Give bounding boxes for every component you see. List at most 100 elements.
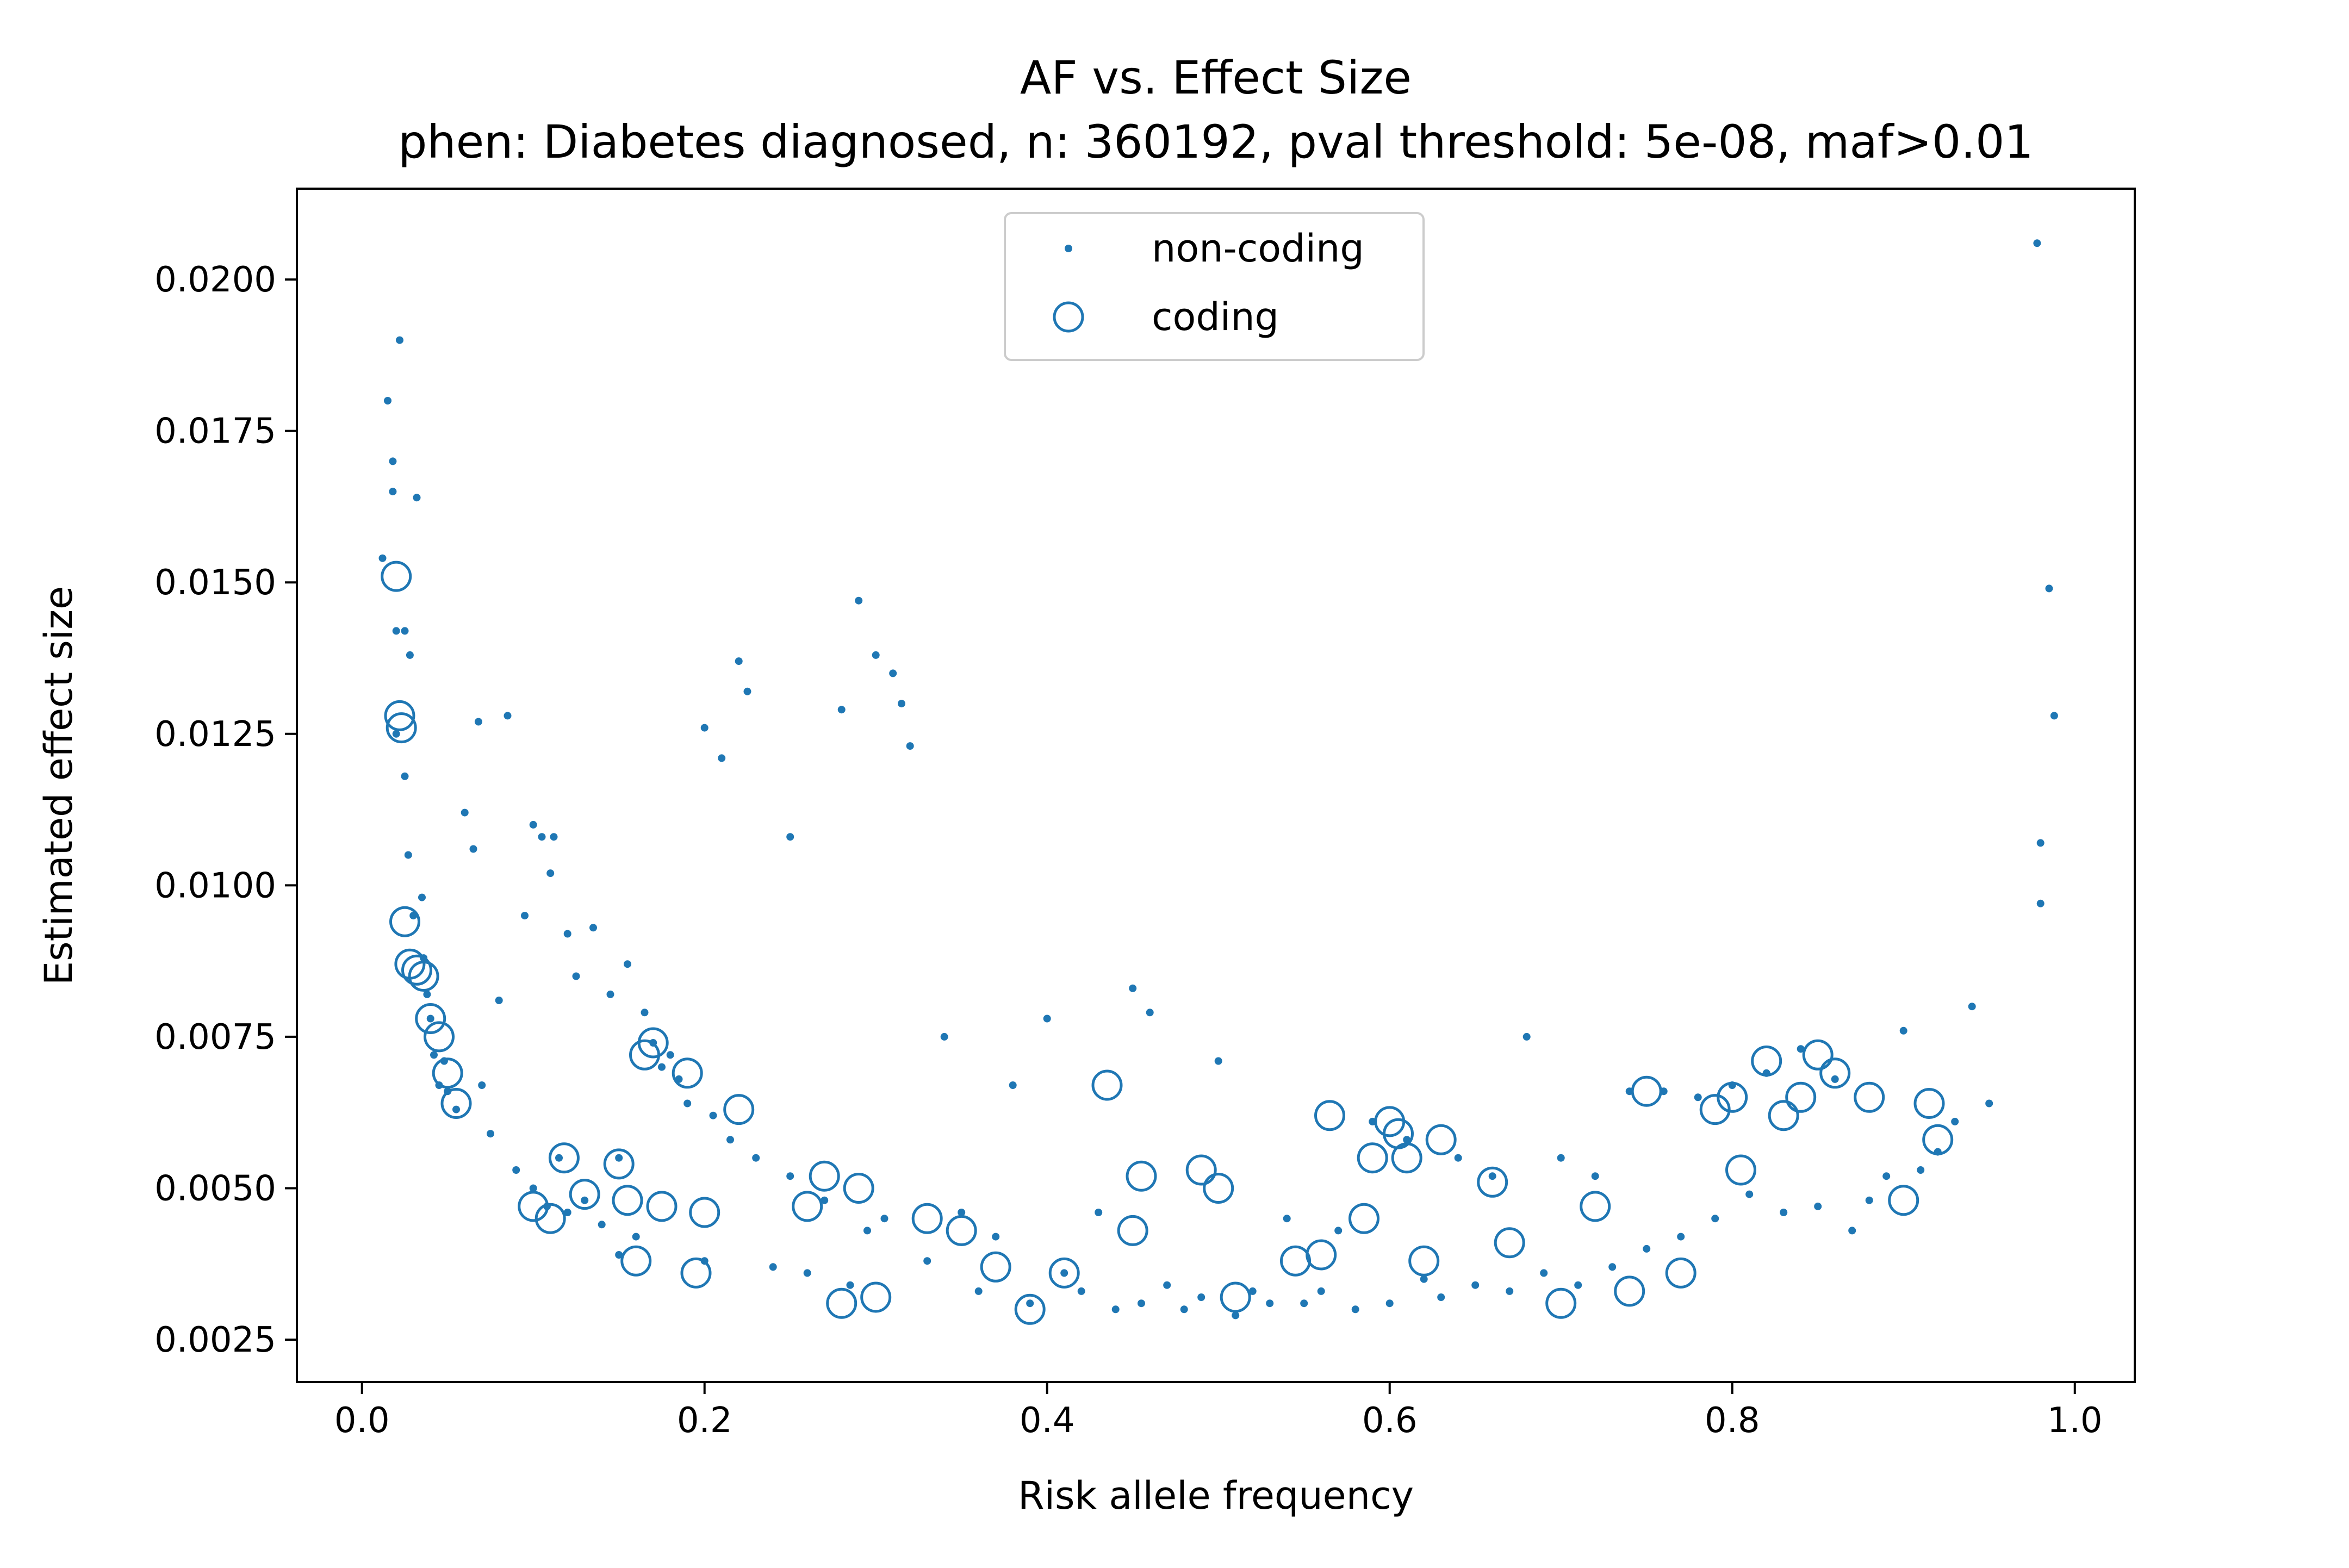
non-coding-point	[401, 772, 409, 780]
non-coding-point	[2036, 839, 2044, 847]
non-coding-point	[550, 833, 558, 841]
non-coding-point	[735, 657, 743, 665]
coding-point	[689, 1197, 720, 1228]
non-coding-point	[1471, 1281, 1480, 1289]
coding-point	[1048, 1257, 1080, 1289]
non-coding-point	[1797, 1045, 1805, 1053]
non-coding-point	[581, 1196, 589, 1204]
coding-point	[1348, 1203, 1379, 1234]
coding-point	[1665, 1257, 1696, 1289]
chart-subtitle: phen: Diabetes diagnosed, n: 360192, pva…	[398, 115, 2034, 169]
non-coding-point	[880, 1215, 888, 1223]
non-coding-point	[752, 1154, 760, 1162]
coding-point	[1408, 1245, 1440, 1277]
coding-point	[1768, 1100, 1799, 1131]
coding-point	[1545, 1287, 1577, 1319]
non-coding-point	[426, 1015, 434, 1023]
non-coding-point	[1591, 1172, 1599, 1180]
coding-point	[672, 1057, 703, 1089]
non-coding-point	[1814, 1202, 1822, 1210]
non-coding-point	[666, 1051, 674, 1059]
coding-point	[1357, 1142, 1388, 1174]
coding-points	[381, 561, 1954, 1325]
non-coding-point	[555, 1154, 563, 1162]
coding-point	[612, 1185, 643, 1216]
non-coding-point	[1745, 1190, 1754, 1198]
non-coding-point	[1163, 1281, 1171, 1289]
non-coding-point	[786, 1172, 794, 1180]
y-tick-label: 0.0150	[154, 563, 276, 603]
non-coding-point	[2036, 899, 2044, 907]
non-coding-point	[1232, 1311, 1240, 1320]
non-coding-point	[1899, 1026, 1907, 1035]
non-coding-point	[863, 1227, 871, 1235]
non-coding-point	[1608, 1263, 1617, 1271]
non-coding-point	[606, 990, 614, 998]
coding-point	[1477, 1166, 1508, 1198]
coding-point	[723, 1094, 755, 1125]
non-coding-point	[572, 972, 580, 980]
chart-title: AF vs. Effect Size	[1020, 51, 1412, 104]
non-coding-point	[1677, 1233, 1685, 1241]
non-coding-point	[389, 488, 397, 496]
non-coding-point	[538, 833, 546, 841]
coding-point	[980, 1251, 1011, 1283]
non-coding-point	[495, 997, 503, 1004]
non-coding-point	[803, 1269, 811, 1277]
legend: non-coding coding	[1004, 212, 1425, 361]
coding-point	[1922, 1124, 1954, 1155]
coding-point	[680, 1257, 712, 1289]
non-coding-point	[406, 651, 414, 659]
coding-point	[1631, 1075, 1662, 1107]
non-coding-point	[1248, 1287, 1257, 1295]
coding-point	[386, 712, 417, 744]
coding-point	[535, 1203, 566, 1234]
non-coding-point	[906, 742, 914, 750]
non-coding-point	[1385, 1299, 1394, 1308]
non-coding-point	[700, 724, 709, 732]
legend-box	[1004, 212, 1425, 361]
y-tick-label: 0.0175	[154, 412, 276, 452]
coding-point	[1314, 1100, 1345, 1131]
non-coding-point	[769, 1263, 777, 1271]
non-coding-point	[837, 706, 846, 714]
coding-point	[646, 1191, 678, 1222]
non-coding-point	[392, 627, 400, 635]
coding-point	[620, 1245, 652, 1277]
non-coding-point	[1214, 1057, 1222, 1065]
x-tick-label: 0.0	[334, 1401, 390, 1441]
non-coding-point	[430, 1051, 438, 1059]
non-coding-point	[2033, 239, 2041, 247]
non-coding-point	[821, 1196, 829, 1204]
coding-point	[1854, 1081, 1885, 1113]
non-coding-point	[974, 1287, 983, 1295]
non-coding-point	[378, 554, 387, 562]
non-coding-point	[658, 1063, 666, 1071]
non-coding-point	[632, 1233, 640, 1241]
non-coding-point	[384, 397, 391, 405]
coding-point	[1306, 1239, 1337, 1271]
y-axis-label: Estimated effect size	[36, 586, 81, 985]
non-coding-point	[1985, 1099, 1993, 1107]
non-coding-point	[1026, 1299, 1034, 1308]
non-coding-point	[1060, 1269, 1068, 1277]
coding-point	[1751, 1046, 1782, 1077]
coding-point	[424, 1021, 455, 1053]
non-coding-point	[1009, 1081, 1017, 1089]
x-axis-ticks: 0.0 0.2 0.4 0.6 0.8 1.0	[334, 1382, 2103, 1441]
non-coding-point	[923, 1257, 931, 1265]
non-coding-point	[396, 336, 403, 344]
non-coding-point	[1917, 1166, 1925, 1174]
non-coding-point	[521, 912, 529, 920]
coding-point	[1391, 1142, 1422, 1174]
coding-point	[1580, 1191, 1611, 1222]
coding-point	[1117, 1215, 1148, 1246]
non-coding-point	[546, 869, 555, 878]
x-tick-label: 0.6	[1362, 1401, 1418, 1441]
non-coding-point	[1694, 1093, 1702, 1102]
non-coding-point	[1848, 1227, 1856, 1235]
coding-point	[389, 906, 420, 937]
non-coding-point	[1300, 1299, 1308, 1308]
non-coding-point	[1780, 1209, 1788, 1216]
coding-point	[843, 1173, 874, 1204]
